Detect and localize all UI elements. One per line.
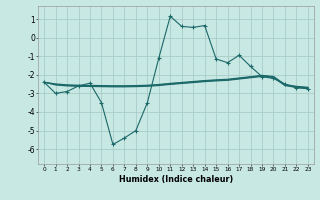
X-axis label: Humidex (Indice chaleur): Humidex (Indice chaleur) [119,175,233,184]
